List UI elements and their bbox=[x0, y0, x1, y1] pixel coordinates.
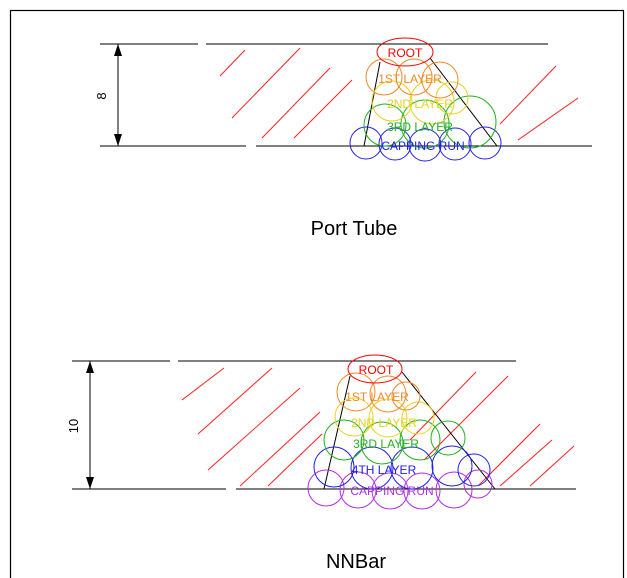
port-tube-2nd-layer-label: 2ND LAYER bbox=[387, 97, 453, 111]
nnbar-capping-label: CAPPING RUN bbox=[350, 484, 433, 498]
nnbar-diagram: 10 bbox=[66, 354, 576, 573]
port-tube-dimension bbox=[114, 44, 122, 146]
nnbar-3rd-layer-beads bbox=[323, 419, 466, 465]
port-tube-hatch-line bbox=[231, 47, 301, 119]
port-tube-3rd-layer-beads bbox=[363, 95, 497, 149]
nnbar-hatching bbox=[181, 367, 575, 487]
port-tube-capping-label: CAPPING RUN bbox=[381, 139, 464, 153]
port-tube-1st-layer-label: 1ST LAYER bbox=[378, 72, 442, 86]
nnbar-hatch-line bbox=[423, 375, 509, 461]
nnbar-root-bead bbox=[347, 354, 403, 384]
port-tube-hatch-line bbox=[499, 65, 557, 125]
port-tube-3rd-layer-label: 3RD LAYER bbox=[387, 120, 453, 134]
nnbar-dimension bbox=[86, 361, 94, 489]
port-tube-hatching bbox=[219, 47, 579, 141]
port-tube-thickness-label: 8 bbox=[94, 92, 109, 99]
nnbar-2nd-layer-label: 2ND LAYER bbox=[351, 416, 417, 430]
port-tube-root-bead bbox=[376, 37, 434, 67]
nnbar-4th-layer-label: 4TH LAYER bbox=[352, 463, 417, 477]
nnbar-capping-beads bbox=[307, 469, 493, 510]
nnbar-hatch-line bbox=[197, 367, 273, 435]
nnbar-hatch-line bbox=[499, 439, 553, 487]
nnbar-hatch-line bbox=[181, 367, 225, 401]
port-tube-groove-right bbox=[429, 57, 498, 147]
port-tube-diagram: 8 ROOT 1ST LAYER 2ND LAYER 3R bbox=[94, 37, 592, 240]
nnbar-hatch-line bbox=[207, 387, 301, 471]
port-tube-hatch-line bbox=[293, 79, 353, 139]
nnbar-root-label: ROOT bbox=[359, 363, 394, 377]
figure-frame bbox=[9, 9, 625, 578]
nnbar-hatch-line bbox=[529, 445, 575, 487]
port-tube-hatch-line bbox=[517, 97, 579, 141]
nnbar-3rd-layer-label: 3RD LAYER bbox=[353, 437, 419, 451]
nnbar-caption: NNBar bbox=[326, 551, 386, 573]
nnbar-groove-right bbox=[401, 371, 496, 490]
nnbar-4th-layer-beads bbox=[313, 445, 491, 490]
nnbar-hatch-line bbox=[267, 433, 323, 487]
nnbar-1st-layer-beads bbox=[336, 372, 421, 413]
nnbar-thickness-label: 10 bbox=[66, 419, 81, 433]
port-tube-root-label: ROOT bbox=[388, 46, 423, 60]
port-tube-1st-layer-beads bbox=[365, 58, 459, 99]
nnbar-hatch-line bbox=[477, 423, 541, 487]
nnbar-hatch-line bbox=[239, 411, 321, 487]
port-tube-hatch-line bbox=[219, 49, 246, 77]
port-tube-hatch-line bbox=[261, 67, 331, 139]
nnbar-1st-layer-label: 1ST LAYER bbox=[345, 390, 409, 404]
port-tube-caption: Port Tube bbox=[311, 218, 398, 240]
nnbar-2nd-layer-beads bbox=[334, 397, 435, 438]
nnbar-hatch-line bbox=[409, 371, 477, 441]
